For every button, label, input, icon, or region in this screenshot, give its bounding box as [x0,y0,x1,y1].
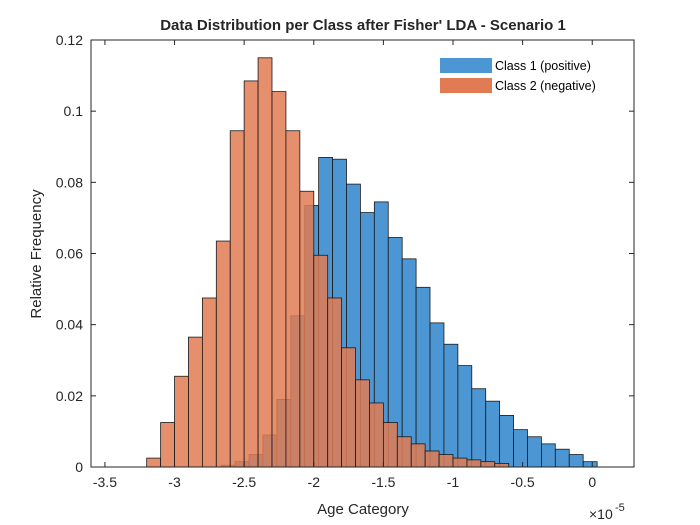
bar-class-1-bin-24 [554,448,570,468]
bar-class-2-bin-20 [424,450,440,468]
y-tick-label-3: 0.06 [56,246,83,262]
bar-class-2-bin-25 [494,463,510,468]
legend-swatch-class-2 [440,78,492,93]
x-tick-label-5: -1 [447,474,460,490]
bar-class-2-bin-2 [174,375,189,468]
x-axis-label: Age Category [317,501,409,518]
y-tick-label-4: 0.08 [56,174,83,190]
bar-class-2-bin-7 [243,80,259,468]
bar-class-2-bin-6 [229,130,245,468]
bar-class-1-bin-15 [429,322,445,468]
bar-class-2-bin-10 [285,130,301,468]
legend-label-class-1: Class 1 (positive) [495,59,591,73]
x-exponent: ×10 -5 [589,502,625,522]
bar-class-1-bin-26 [582,461,598,468]
bar-class-2-bin-9 [271,91,287,468]
bar-class-1-bin-16 [443,343,459,468]
x-tick-label-1: -3 [168,474,181,490]
bar-class-2-bin-14 [341,347,356,468]
bar-class-1-bin-19 [485,400,501,468]
legend-swatch-class-1 [440,58,492,73]
bar-class-1-bin-23 [541,443,556,468]
bar-class-2-bin-13 [327,297,343,468]
y-tick-label-1: 0.02 [56,388,83,404]
y-tick-label-0: 0 [75,459,83,475]
x-tick-label-6: -0.5 [511,474,535,490]
bar-class-1-bin-18 [471,388,487,468]
bar-class-1-bin-13 [401,258,417,468]
x-tick-label-3: -2 [308,474,321,490]
x-exponent-power: -5 [615,502,625,514]
bar-class-1-bin-20 [499,414,514,468]
bar-class-2-bin-5 [215,240,231,468]
bar-class-2-bin-4 [201,297,217,468]
bar-class-2-bin-16 [369,402,384,468]
bar-class-2-bin-24 [480,461,496,468]
x-tick-label-0: -3.5 [93,474,117,490]
x-tick-label-7: 0 [588,474,596,490]
bar-class-2-bin-18 [396,436,412,468]
bar-class-2-bin-1 [160,422,175,468]
legend: Class 1 (positive) Class 2 (negative) [433,53,619,99]
bar-class-2-bin-3 [188,336,203,468]
bar-class-2-bin-17 [382,422,398,468]
bar-class-2-bin-11 [299,190,315,468]
ticks-layer: -3.5 -3 -2.5 -2 -1.5 -1 -0.5 0 0 0.02 0.04 0.06 0.08… [56,32,634,490]
bar-class-1-bin-21 [513,429,528,468]
y-axis-label: Relative Frequency [28,189,45,319]
bar-class-1-bin-25 [568,454,584,468]
bars-layer [146,57,598,468]
y-tick-label-6: 0.12 [56,32,83,48]
bar-class-1-bin-14 [415,286,431,468]
bar-class-2-bin-23 [466,459,482,468]
bar-class-1-bin-22 [527,436,542,468]
y-tick-label-5: 0.1 [64,103,84,119]
bar-class-1-bin-17 [457,365,473,468]
x-tick-label-2: -2.5 [232,474,256,490]
bar-class-2-bin-19 [410,443,426,468]
bar-class-2-bin-21 [438,454,454,468]
chart-title: Data Distribution per Class after Fisher… [160,17,566,34]
bar-class-2-bin-15 [355,379,370,468]
bar-class-2-bin-12 [313,254,329,468]
bar-class-2-bin-8 [257,57,273,468]
bar-class-2-bin-22 [452,457,468,468]
legend-label-class-2: Class 2 (negative) [495,79,596,93]
x-tick-label-4: -1.5 [371,474,395,490]
x-exponent-base: ×10 [589,506,613,522]
y-tick-label-2: 0.04 [56,317,83,333]
bar-class-2-bin-0 [146,457,162,468]
